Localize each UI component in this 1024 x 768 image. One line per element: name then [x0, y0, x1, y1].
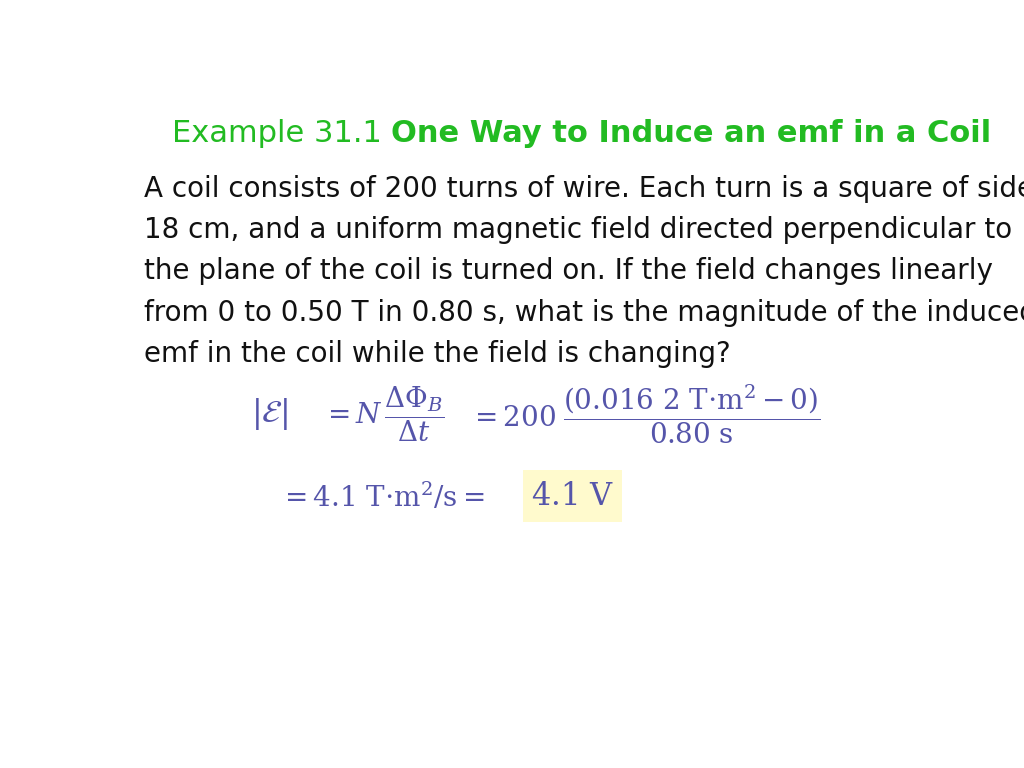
Text: $= N\,\dfrac{\Delta\Phi_{B}}{\Delta t}$: $= N\,\dfrac{\Delta\Phi_{B}}{\Delta t}$: [323, 385, 445, 444]
Text: $= 4.1\ \mathrm{T{\cdot}m^{2}/s} =$: $= 4.1\ \mathrm{T{\cdot}m^{2}/s} =$: [279, 482, 484, 513]
Text: One Way to Induce an emf in a Coil: One Way to Induce an emf in a Coil: [391, 119, 991, 147]
FancyBboxPatch shape: [523, 470, 623, 522]
Text: $|\mathcal{E}|$: $|\mathcal{E}|$: [251, 396, 288, 432]
Text: $4.1\ \mathrm{V}$: $4.1\ \mathrm{V}$: [531, 482, 614, 511]
Text: A coil consists of 200 turns of wire. Each turn is a square of side
18 cm, and a: A coil consists of 200 turns of wire. Ea…: [143, 175, 1024, 368]
Text: Example 31.1: Example 31.1: [172, 119, 391, 147]
Text: $= 200\;\dfrac{(0.016\ 2\ \mathrm{T{\cdot}m^{2}} - 0)}{0.80\ \mathrm{s}}$: $= 200\;\dfrac{(0.016\ 2\ \mathrm{T{\cdo…: [469, 382, 820, 446]
